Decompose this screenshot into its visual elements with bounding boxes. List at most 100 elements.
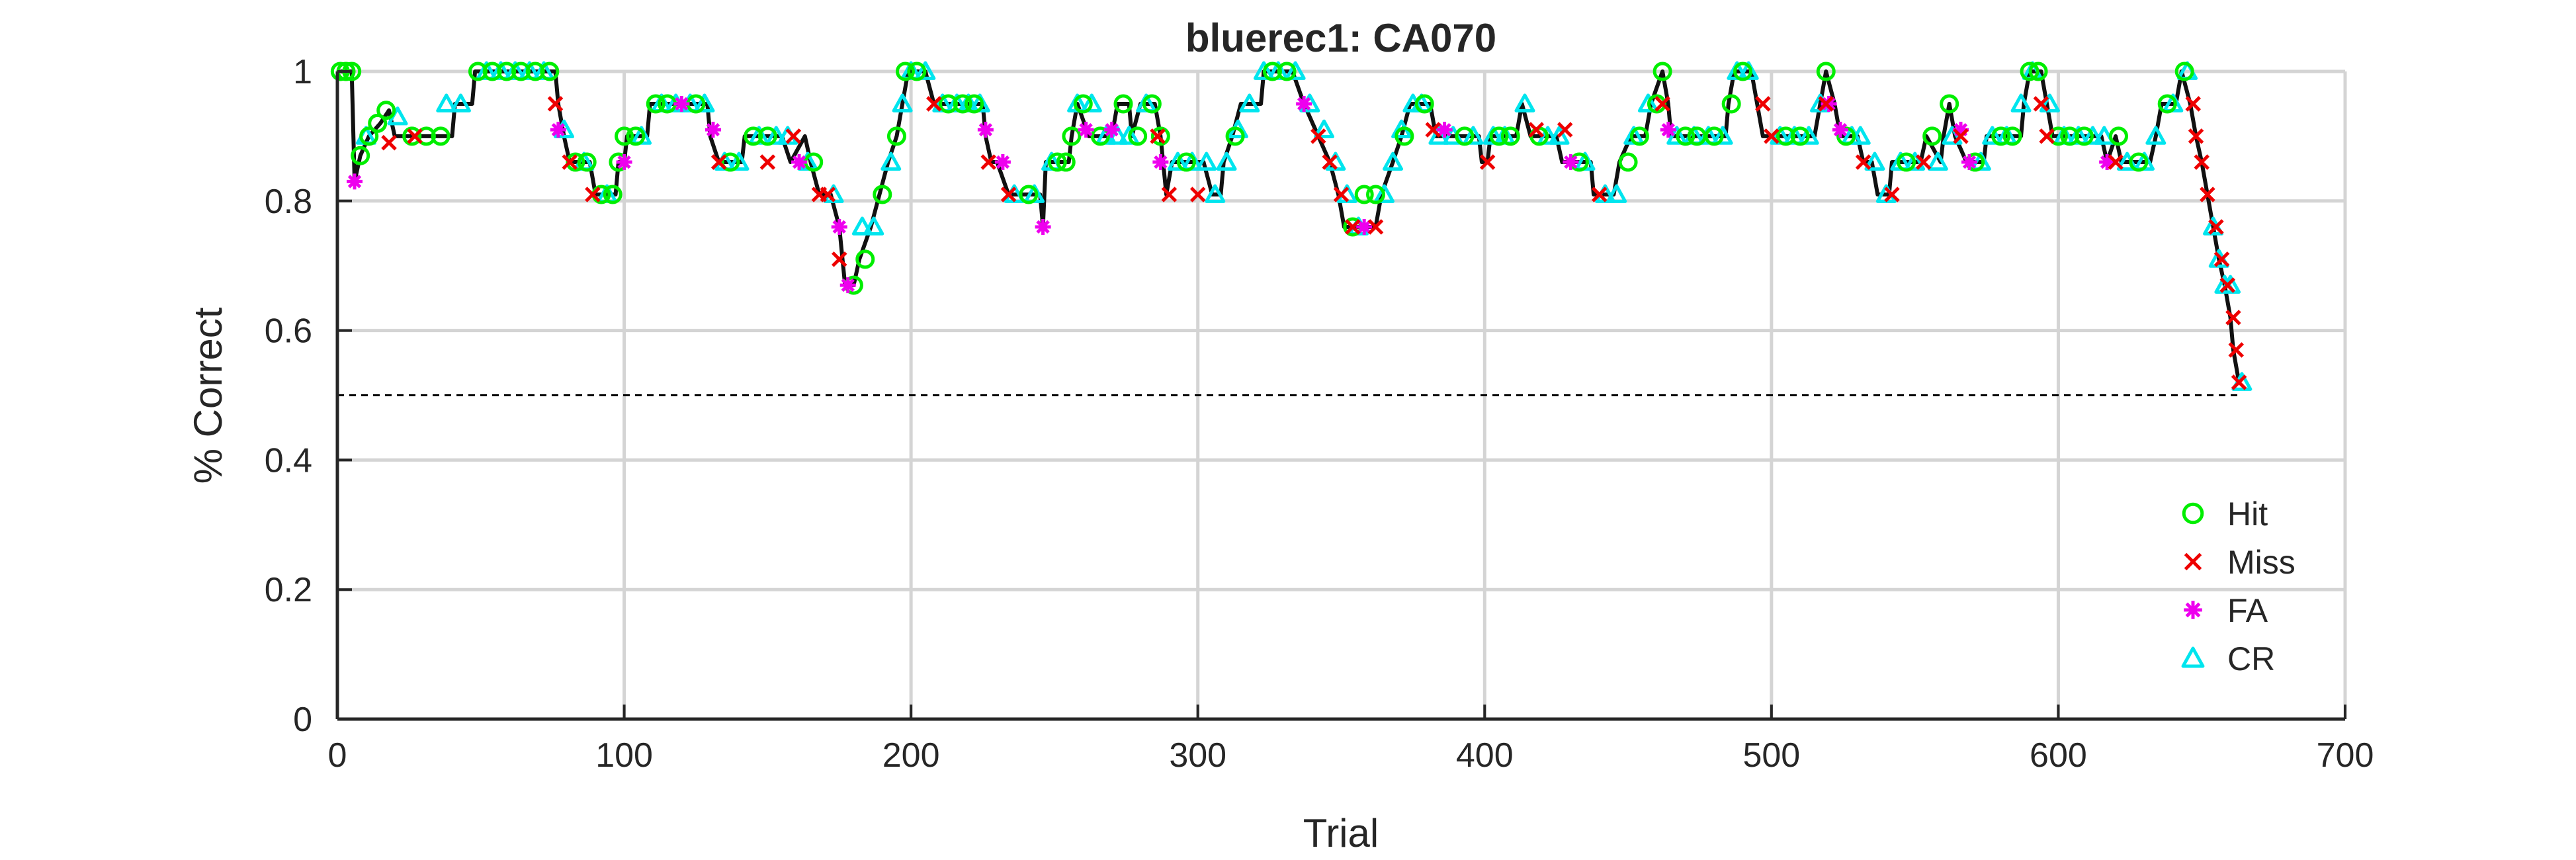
marker-cr <box>1463 126 1484 145</box>
marker-fa <box>1660 122 1676 138</box>
marker-hit <box>1142 94 1162 114</box>
legend-label-hit: Hit <box>2227 495 2268 533</box>
marker-hit <box>1897 152 1916 172</box>
marker-miss <box>1591 187 1608 202</box>
marker-cr <box>2145 126 2167 145</box>
marker-hit <box>1225 126 1245 146</box>
marker-cr <box>851 216 873 236</box>
marker-hit <box>1414 94 1434 114</box>
marker-miss <box>926 96 942 112</box>
marker-cr <box>1905 151 1926 171</box>
marker-miss <box>2228 342 2245 358</box>
marker-fa <box>616 154 632 171</box>
marker-miss <box>2200 187 2215 202</box>
marker-cr <box>1514 93 1535 112</box>
marker-hit <box>1019 185 1039 204</box>
marker-fa <box>831 218 847 235</box>
legend: Hit Miss FA CR <box>2181 495 2296 677</box>
marker-miss <box>785 128 802 144</box>
marker-fa <box>705 122 721 138</box>
marker-miss <box>1915 154 1932 170</box>
marker-hit <box>1047 152 1067 172</box>
marker-fa <box>1436 122 1453 138</box>
marker-hit <box>1653 62 1672 81</box>
marker-miss <box>1161 187 1178 202</box>
legend-marker-miss <box>2184 552 2202 571</box>
marker-hit <box>1455 126 1475 146</box>
y-tick-label: 0.4 <box>265 441 312 480</box>
marker-miss <box>1528 122 1545 138</box>
x-tick-label: 500 <box>1742 736 1800 775</box>
marker-miss <box>1764 128 1780 144</box>
marker-fa <box>1035 218 1051 235</box>
marker-miss <box>1425 122 1441 138</box>
marker-fa <box>1078 122 1094 138</box>
marker-cr <box>1216 151 1237 171</box>
marker-cr <box>1167 151 1188 171</box>
marker-miss <box>2039 128 2055 144</box>
marker-cr <box>1374 184 1395 203</box>
legend-label-cr: CR <box>2227 640 2275 677</box>
marker-miss <box>820 187 836 202</box>
x-tick-label: 700 <box>2317 736 2374 775</box>
marker-miss <box>1479 154 1496 170</box>
marker-cr <box>880 151 902 171</box>
marker-hit <box>1354 185 1374 204</box>
marker-hit <box>757 126 777 146</box>
y-tick-label: 0 <box>293 701 312 739</box>
y-tick-label: 1 <box>293 53 312 91</box>
marker-hit <box>1128 126 1148 146</box>
marker-hit <box>1056 152 1076 172</box>
marker-cr <box>1205 184 1226 203</box>
marker-cr <box>2039 93 2060 112</box>
marker-cr <box>1864 151 1885 171</box>
marker-cr <box>1196 151 1217 171</box>
marker-miss <box>1310 128 1326 144</box>
marker-hit <box>2108 126 2128 146</box>
marker-hit <box>2074 126 2094 146</box>
marker-cr <box>436 93 457 112</box>
marker-hit <box>895 62 915 81</box>
marker-hit <box>1073 94 1093 114</box>
marker-cr <box>1982 126 2003 145</box>
marker-hit <box>1991 126 2011 146</box>
marker-fa <box>791 154 808 171</box>
marker-fa <box>1103 122 1120 138</box>
marker-fa <box>347 173 363 190</box>
marker-cr <box>1606 184 1627 203</box>
marker-cr <box>1081 93 1102 112</box>
marker-miss <box>407 128 423 144</box>
marker-hit <box>615 126 634 146</box>
marker-hit <box>886 126 906 146</box>
marker-cr <box>1285 61 1306 80</box>
marker-cr <box>728 151 750 171</box>
marker-miss <box>2188 128 2204 144</box>
marker-cr <box>1313 119 1334 139</box>
marker-miss <box>1189 187 1206 202</box>
marker-miss <box>2185 96 2201 112</box>
y-tick-label: 0.8 <box>265 183 312 221</box>
marker-cr <box>915 61 936 80</box>
legend-marker-cr <box>2181 646 2205 668</box>
marker-cr <box>2010 93 2032 112</box>
y-axis-label: % Correct <box>186 307 230 484</box>
marker-miss <box>2213 251 2230 267</box>
marker-hit <box>2157 94 2177 114</box>
x-tick-label: 400 <box>1456 736 1514 775</box>
legend-label-fa: FA <box>2227 592 2268 629</box>
marker-fa <box>673 95 690 112</box>
marker-cr <box>2082 126 2103 145</box>
marker-cr <box>1927 151 1948 171</box>
marker-miss <box>2225 310 2241 325</box>
legend-label-miss: Miss <box>2227 544 2296 581</box>
marker-hit <box>1704 126 1724 146</box>
marker-miss <box>1953 128 1969 144</box>
marker-hit <box>1500 126 1520 146</box>
marker-cr <box>863 216 884 236</box>
marker-hit <box>1721 94 1741 114</box>
marker-hit <box>359 126 379 146</box>
marker-hit <box>2129 152 2149 172</box>
marker-hit <box>368 113 388 133</box>
marker-miss <box>1855 154 1871 170</box>
marker-miss <box>1367 219 1384 235</box>
